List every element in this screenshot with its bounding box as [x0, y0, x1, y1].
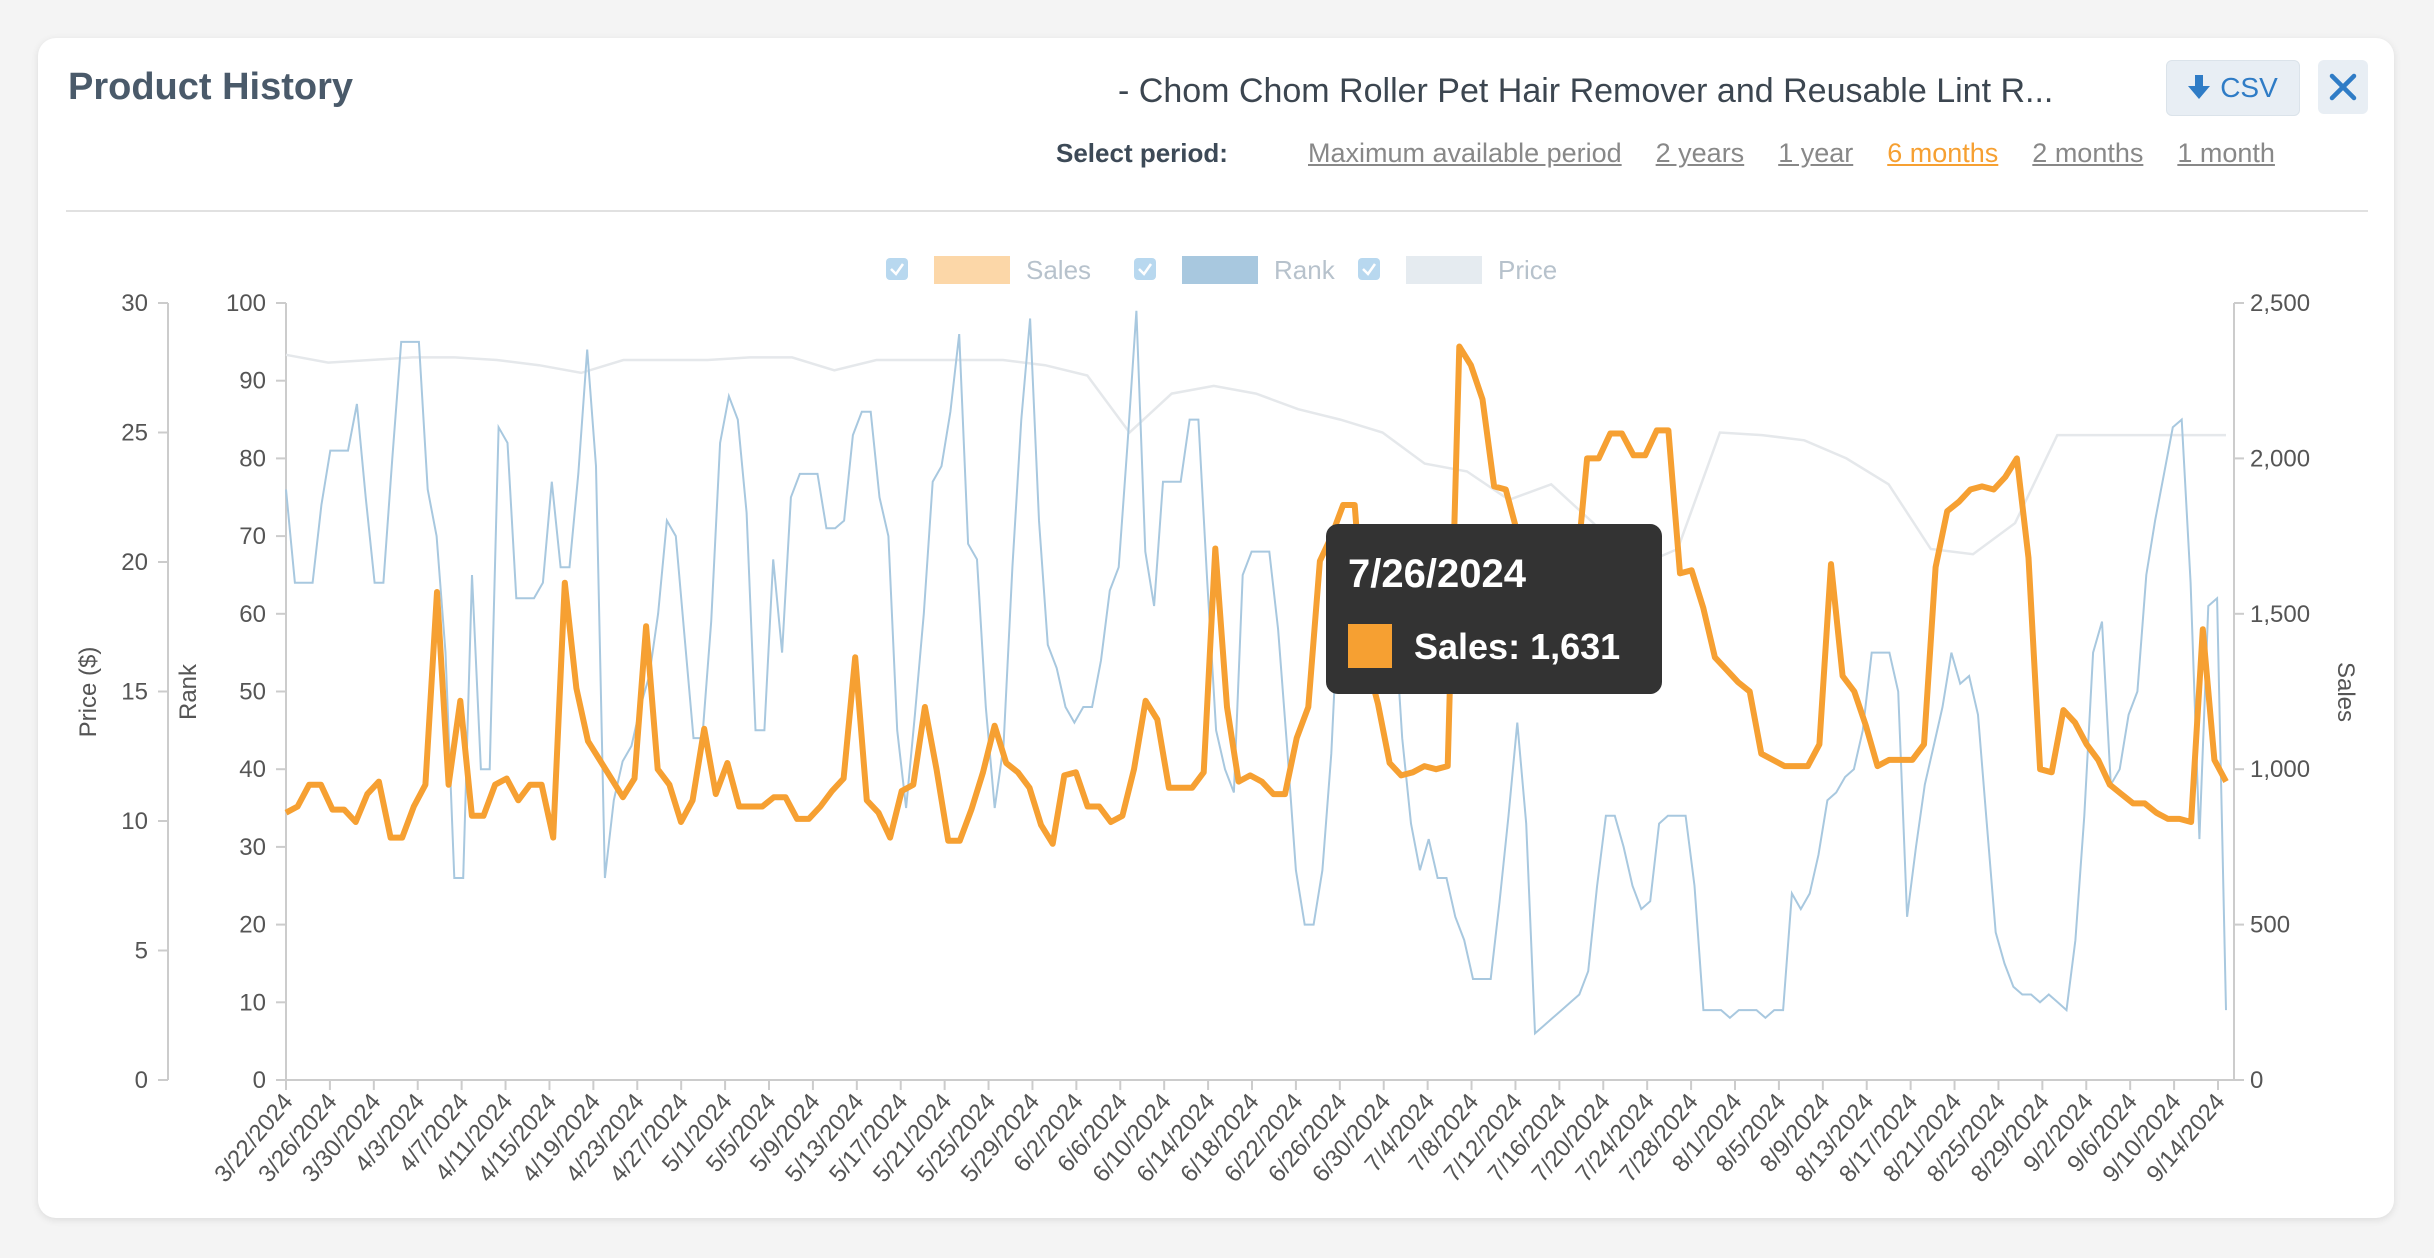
sales-axis-tick-label: 500: [2250, 912, 2290, 939]
close-button[interactable]: [2318, 60, 2368, 114]
rank-axis-tick-label: 60: [239, 601, 266, 628]
legend-swatch: [1406, 256, 1482, 284]
rank-axis-tick-label: 30: [239, 834, 266, 861]
legend-checkbox-icon: [886, 258, 908, 280]
close-icon: [2329, 73, 2357, 101]
csv-label: CSV: [2220, 72, 2278, 103]
rank-axis-tick-label: 80: [239, 445, 266, 472]
rank-axis-tick-label: 20: [239, 912, 266, 939]
legend-item-price: Price: [1358, 255, 1557, 285]
price-axis-tick-label: 15: [121, 679, 148, 706]
sales-axis-tick-label: 0: [2250, 1067, 2263, 1094]
period-option[interactable]: 1 month: [2177, 138, 2275, 168]
product-name: - Chom Chom Roller Pet Hair Remover and …: [1118, 72, 2054, 110]
legend-checkbox-icon: [1358, 258, 1380, 280]
period-selector: Maximum available period 2 years 1 year 6 m…: [1308, 138, 2275, 169]
rank-axis-tick-label: 10: [239, 989, 266, 1016]
legend-label: Sales: [1026, 255, 1091, 285]
rank-axis-tick-label: 100: [226, 290, 266, 317]
rank-series-line: [285, 310, 2227, 1036]
legend-swatch: [934, 256, 1010, 284]
price-axis-tick-label: 25: [121, 420, 148, 447]
price-axis-tick-label: 5: [135, 938, 148, 965]
legend-item-rank: Rank: [1134, 255, 1336, 285]
tooltip-date: 7/26/2024: [1348, 552, 1526, 596]
check-icon: [1362, 263, 1377, 276]
legend-label: Price: [1498, 255, 1557, 285]
check-icon: [890, 263, 905, 276]
divider: [66, 210, 2368, 212]
legend-checkbox-icon: [1134, 258, 1156, 280]
sales-axis-tick-label: 1,500: [2250, 601, 2310, 628]
period-option[interactable]: 6 months: [1887, 138, 1999, 168]
sales-axis-title: Sales: [2332, 662, 2359, 722]
sales-axis-tick-label: 2,500: [2250, 290, 2310, 317]
rank-axis-tick-label: 0: [253, 1067, 266, 1094]
page-title: Product History: [68, 66, 354, 108]
period-option[interactable]: 2 months: [2032, 138, 2144, 168]
download-arrow-icon: [2188, 75, 2211, 99]
rank-axis-title: Rank: [175, 663, 202, 720]
sales-axis-tick-label: 2,000: [2250, 445, 2310, 472]
period-option[interactable]: 2 years: [1655, 138, 1745, 168]
price-series-line: [285, 353, 2226, 569]
rank-axis-tick-label: 90: [239, 368, 266, 395]
period-option[interactable]: Maximum available period: [1308, 138, 1622, 168]
chart-tooltip: 7/26/2024 Sales: 1,631: [1326, 524, 1662, 694]
rank-axis-tick-label: 40: [239, 756, 266, 783]
csv-download-button[interactable]: CSV: [2166, 60, 2300, 116]
sales-series-line: [284, 343, 2229, 847]
check-icon: [1138, 263, 1153, 276]
sales-axis-tick-label: 1,000: [2250, 756, 2310, 783]
price-axis-tick-label: 0: [135, 1067, 148, 1094]
period-label: Select period:: [1056, 138, 1228, 168]
legend-label: Rank: [1274, 255, 1336, 285]
product-history-card: Product History - Chom Chom Roller Pet H…: [38, 38, 2394, 1218]
rank-axis-tick-label: 50: [239, 679, 266, 706]
price-axis-tick-label: 20: [121, 549, 148, 576]
price-axis-tick-label: 10: [121, 808, 148, 835]
tooltip-swatch: [1348, 624, 1392, 668]
legend-swatch: [1182, 256, 1258, 284]
period-option[interactable]: 1 year: [1778, 138, 1854, 168]
tooltip-value: Sales: 1,631: [1414, 626, 1621, 667]
price-axis-tick-label: 30: [121, 290, 148, 317]
price-axis-title: Price ($): [75, 647, 102, 738]
legend-item-sales: Sales: [886, 255, 1091, 285]
rank-axis-tick-label: 70: [239, 523, 266, 550]
